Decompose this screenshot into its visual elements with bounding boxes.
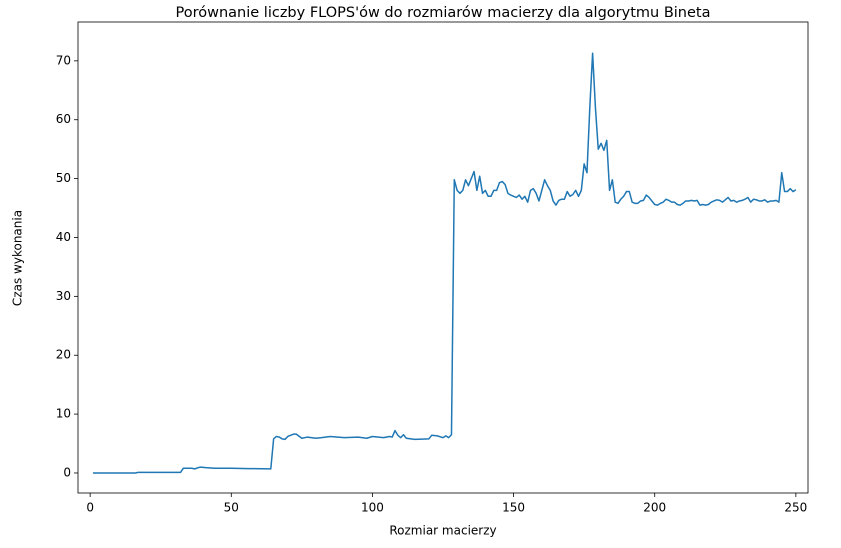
x-axis-label: Rozmiar macierzy bbox=[389, 524, 496, 538]
plot-frame bbox=[77, 21, 809, 494]
y-tick-label: 60 bbox=[56, 112, 71, 126]
y-tick-label: 50 bbox=[56, 171, 71, 185]
x-tick-label: 50 bbox=[224, 501, 239, 515]
y-tick-label: 40 bbox=[56, 230, 71, 244]
data-line bbox=[92, 52, 797, 474]
y-tick-label: 0 bbox=[63, 465, 71, 479]
y-tick-label: 20 bbox=[56, 348, 71, 362]
x-tick-label: 250 bbox=[784, 501, 807, 515]
y-tick-label: 30 bbox=[56, 289, 71, 303]
x-tick-label: 0 bbox=[86, 501, 94, 515]
y-tick-label: 70 bbox=[56, 53, 71, 67]
x-tick-label: 150 bbox=[502, 501, 525, 515]
chart-title: Porównanie liczby FLOPS'ów do rozmiarów … bbox=[176, 5, 711, 21]
y-tick-label: 10 bbox=[56, 407, 71, 421]
x-tick-label: 200 bbox=[643, 501, 666, 515]
x-tick-label: 100 bbox=[361, 501, 384, 515]
y-axis-label: Czas wykonania bbox=[11, 210, 25, 306]
